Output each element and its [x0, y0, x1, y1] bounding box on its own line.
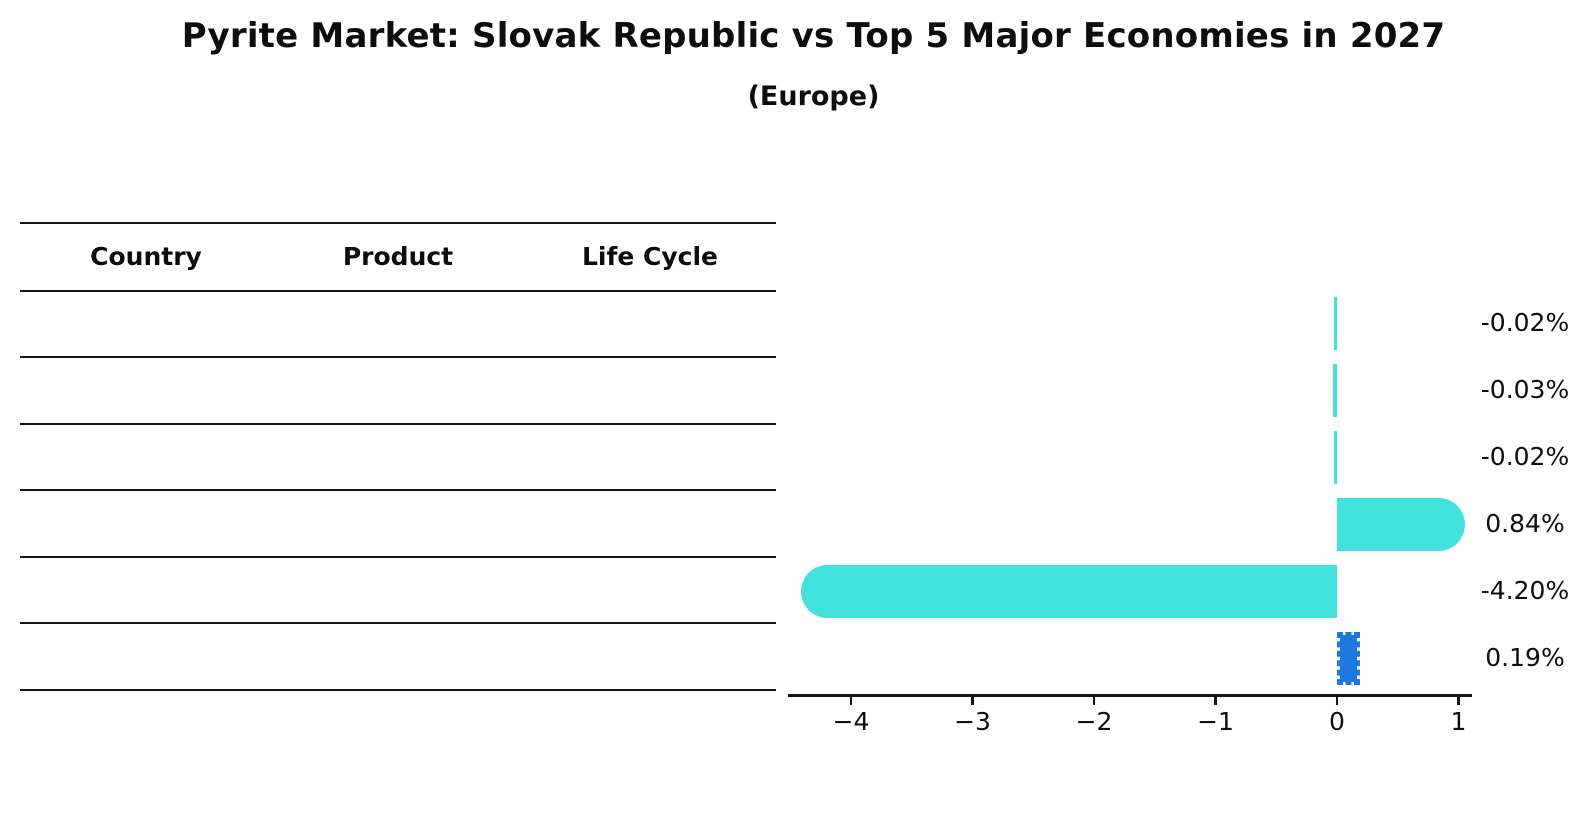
- value-label-italy: 0.84%: [1485, 509, 1565, 538]
- x-axis-tick-−1: [1214, 696, 1217, 705]
- value-label-russia: -4.20%: [1480, 576, 1570, 605]
- table-header-country: Country: [90, 242, 202, 271]
- chart-subtitle: (Europe): [747, 81, 880, 112]
- bar-united-kingdom: [1333, 363, 1337, 417]
- x-axis-tick-label-−4: −4: [832, 707, 870, 736]
- table-row-united-kingdom: [20, 358, 776, 425]
- table-row-russia: [20, 558, 776, 624]
- x-axis-tick-1: [1457, 696, 1460, 705]
- table-row-germany: [20, 292, 776, 358]
- value-label-france: -0.02%: [1480, 442, 1570, 471]
- bar-germany: [1334, 296, 1337, 350]
- value-label-united-kingdom: -0.03%: [1480, 375, 1570, 404]
- comparison-table: Country Product Life Cycle: [20, 222, 776, 691]
- x-axis-tick-label-−3: −3: [954, 707, 991, 736]
- x-axis-line: [788, 694, 1472, 697]
- x-axis-tick-label-0: 0: [1329, 707, 1345, 736]
- x-axis-tick-−4: [849, 696, 853, 705]
- value-label-slovak-republic: 0.19%: [1485, 643, 1565, 672]
- x-axis-tick-label-−2: −2: [1075, 707, 1113, 736]
- bar-slovak-republic: [1337, 631, 1361, 685]
- x-axis-tick-−3: [971, 696, 974, 705]
- x-axis-tick-label-−1: −1: [1197, 707, 1234, 736]
- chart-title: Pyrite Market: Slovak Republic vs Top 5 …: [181, 16, 1446, 56]
- table-header-product: Product: [342, 242, 454, 271]
- table-header-row: Country Product Life Cycle: [20, 224, 776, 292]
- bar-russia: [800, 564, 1337, 618]
- x-axis-tick-label-1: 1: [1450, 707, 1467, 736]
- bar-italy: [1337, 497, 1466, 551]
- table-row-slovak-republic: [20, 624, 776, 691]
- x-axis-tick-−2: [1092, 696, 1096, 705]
- bar-france: [1334, 430, 1337, 484]
- table-row-italy: [20, 491, 776, 558]
- table-row-france: [20, 425, 776, 491]
- value-label-germany: -0.02%: [1480, 308, 1570, 337]
- x-axis-tick-0: [1335, 696, 1339, 705]
- table-header-life-cycle: Life Cycle: [581, 242, 719, 271]
